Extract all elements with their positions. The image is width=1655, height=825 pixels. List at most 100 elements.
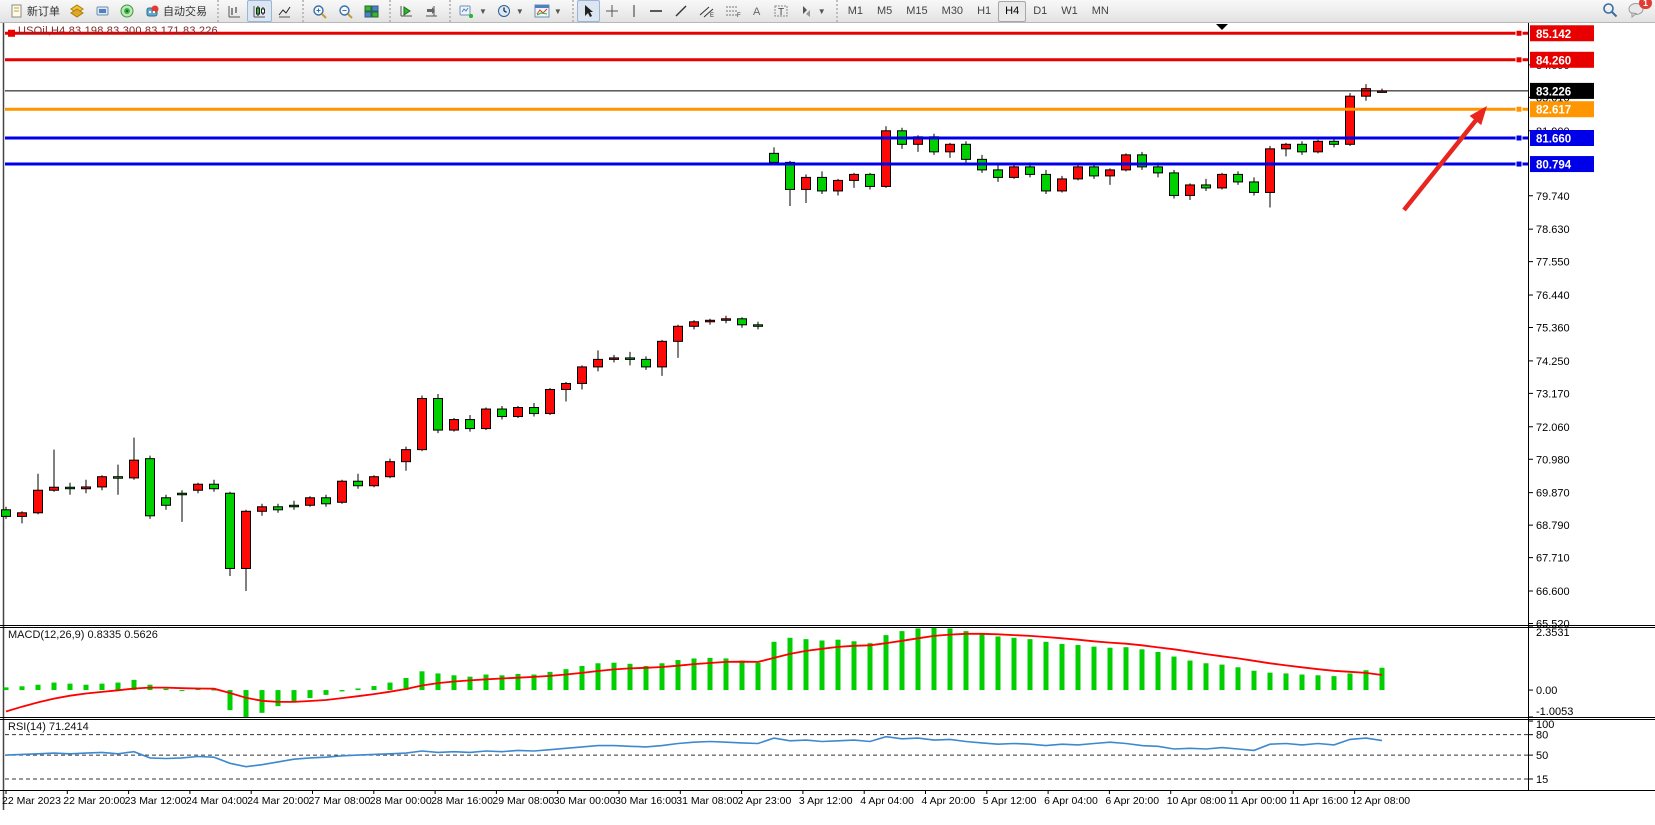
- svg-text:81.660: 81.660: [1536, 134, 1571, 146]
- candlestick-button[interactable]: [247, 0, 272, 22]
- shapes-tool-button[interactable]: ▼: [794, 0, 831, 22]
- new-order-button[interactable]: 新订单: [5, 0, 65, 22]
- rsi-indicator-label: RSI(14) 71.2414: [8, 721, 89, 733]
- svg-text:31 Mar 08:00: 31 Mar 08:00: [676, 795, 738, 807]
- svg-text:15: 15: [1536, 774, 1548, 786]
- svg-text:-1.0053: -1.0053: [1536, 706, 1573, 718]
- fibonacci-tool-button[interactable]: F: [720, 0, 746, 22]
- svg-text:3 Apr 12:00: 3 Apr 12:00: [799, 795, 853, 807]
- trendline-icon: [674, 4, 689, 18]
- auto-trading-label: 自动交易: [163, 6, 207, 18]
- zoom-in-icon: [312, 4, 328, 19]
- svg-text:85.142: 85.142: [1536, 29, 1571, 41]
- toolbar-right: 1: [1602, 0, 1655, 21]
- svg-text:A: A: [753, 6, 761, 18]
- svg-text:24 Mar 20:00: 24 Mar 20:00: [247, 795, 309, 807]
- drawing-tools-group: E F A T ▼: [571, 0, 834, 22]
- timeframe-group: M1 M5 M15 M30 H1 H4 D1 W1 MN: [835, 0, 1119, 22]
- auto-scroll-button[interactable]: [394, 0, 419, 22]
- chat-bubble-icon: [1628, 2, 1645, 21]
- svg-text:68.790: 68.790: [1536, 520, 1570, 532]
- signal-icon: [120, 4, 135, 18]
- macd-name: MACD(12,26,9): [8, 629, 85, 641]
- svg-text:4 Apr 04:00: 4 Apr 04:00: [860, 795, 914, 807]
- search-icon[interactable]: [1602, 2, 1618, 21]
- auto-trading-icon: [145, 4, 160, 18]
- timeframe-button-d1[interactable]: D1: [1033, 4, 1048, 17]
- horizontal-line-tool-button[interactable]: [644, 0, 669, 22]
- zoom-in-button[interactable]: [307, 0, 333, 22]
- notifications-button[interactable]: 1: [1628, 0, 1652, 21]
- scroll-group: [389, 0, 447, 22]
- svg-text:29 Mar 08:00: 29 Mar 08:00: [492, 795, 554, 807]
- timeframe-button-w1[interactable]: W1: [1061, 4, 1078, 17]
- svg-text:5 Apr 12:00: 5 Apr 12:00: [983, 795, 1037, 807]
- svg-text:22 Mar 2023: 22 Mar 2023: [2, 795, 61, 807]
- svg-text:2.3531: 2.3531: [1536, 627, 1570, 639]
- chart-shift-button[interactable]: [419, 0, 444, 22]
- timeframe-button-m5[interactable]: M5: [876, 4, 893, 17]
- text-tool-button[interactable]: A: [746, 0, 769, 22]
- svg-text:28 Mar 00:00: 28 Mar 00:00: [370, 795, 432, 807]
- timeframe-button-m1[interactable]: M1: [847, 4, 863, 17]
- timeframe-button-h1[interactable]: H1: [977, 4, 992, 17]
- new-chart-button[interactable]: ▼: [454, 0, 492, 22]
- line-chart-icon: [277, 4, 292, 18]
- chevron-down-icon: ▼: [817, 6, 826, 16]
- tile-windows-icon: [364, 4, 379, 18]
- market-watch-button[interactable]: [90, 0, 115, 22]
- chevron-down-icon: ▼: [515, 6, 524, 16]
- svg-text:79.740: 79.740: [1536, 191, 1570, 203]
- trendline-tool-button[interactable]: [669, 0, 694, 22]
- chart-type-group: [217, 0, 300, 22]
- svg-text:22 Mar 20:00: 22 Mar 20:00: [63, 795, 125, 807]
- text-icon: A: [751, 4, 764, 18]
- new-order-icon: [10, 4, 24, 18]
- period-icon: [497, 4, 512, 18]
- bar-chart-button[interactable]: [222, 0, 247, 22]
- vertical-line-tool-button[interactable]: [625, 0, 644, 22]
- timeframe-button-mn[interactable]: MN: [1091, 4, 1109, 17]
- chevron-down-icon: ▼: [553, 6, 562, 16]
- svg-text:75.360: 75.360: [1536, 323, 1570, 335]
- zoom-out-button[interactable]: [333, 0, 359, 22]
- toolbar: 新订单 自动交易: [0, 0, 1655, 23]
- svg-text:12 Apr 08:00: 12 Apr 08:00: [1351, 795, 1411, 807]
- chevron-down-icon: ▼: [479, 6, 487, 16]
- crosshair-tool-button[interactable]: [600, 0, 625, 22]
- shapes-icon: [799, 4, 814, 18]
- tile-windows-button[interactable]: [359, 0, 384, 22]
- signal-button[interactable]: [115, 0, 140, 22]
- svg-text:78.630: 78.630: [1536, 224, 1570, 236]
- chart-ohlc-title: USOil,H4 83.198 83.300 83.171 83.226: [18, 25, 218, 37]
- text-label-tool-button[interactable]: T: [769, 0, 794, 22]
- cursor-icon: [582, 4, 595, 18]
- candlestick-icon: [252, 4, 267, 18]
- svg-text:24 Mar 04:00: 24 Mar 04:00: [186, 795, 248, 807]
- timeframe-button-m15[interactable]: M15: [906, 4, 928, 17]
- line-chart-button[interactable]: [272, 0, 297, 22]
- svg-text:28 Mar 16:00: 28 Mar 16:00: [431, 795, 493, 807]
- svg-text:80: 80: [1536, 730, 1548, 742]
- auto-trading-button[interactable]: 自动交易: [140, 0, 212, 22]
- equidistant-channel-icon: E: [699, 4, 715, 18]
- indicators-window-button[interactable]: ▼: [529, 0, 567, 22]
- svg-text:73.170: 73.170: [1536, 388, 1570, 400]
- cursor-tool-button[interactable]: [576, 0, 600, 22]
- svg-text:11 Apr 16:00: 11 Apr 16:00: [1289, 795, 1348, 807]
- svg-text:4 Apr 20:00: 4 Apr 20:00: [922, 795, 976, 807]
- timeframe-button-h4[interactable]: H4: [998, 0, 1027, 22]
- svg-text:70.980: 70.980: [1536, 454, 1570, 466]
- svg-text:30 Mar 00:00: 30 Mar 00:00: [554, 795, 616, 807]
- timeframe-button-m30[interactable]: M30: [941, 4, 964, 17]
- fibonacci-icon: F: [725, 4, 741, 18]
- horizontal-line-icon: [649, 4, 664, 18]
- period-button[interactable]: ▼: [492, 0, 529, 22]
- text-label-icon: T: [774, 4, 789, 18]
- equidistant-channel-tool-button[interactable]: E: [694, 0, 720, 22]
- market-watch-icon: [95, 4, 110, 18]
- layers-button[interactable]: [65, 0, 90, 22]
- zoom-group: [302, 0, 387, 22]
- svg-text:6 Apr 20:00: 6 Apr 20:00: [1105, 795, 1159, 807]
